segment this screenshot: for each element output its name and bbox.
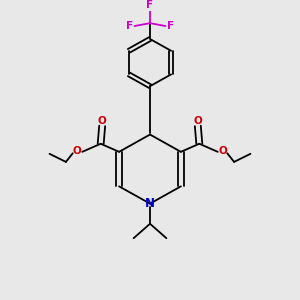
Text: O: O bbox=[98, 116, 106, 126]
Text: O: O bbox=[194, 116, 202, 126]
Text: O: O bbox=[73, 146, 82, 156]
Text: O: O bbox=[218, 146, 227, 156]
Text: N: N bbox=[145, 197, 155, 210]
Text: F: F bbox=[126, 21, 133, 31]
Text: F: F bbox=[146, 0, 154, 10]
Text: F: F bbox=[167, 21, 174, 31]
